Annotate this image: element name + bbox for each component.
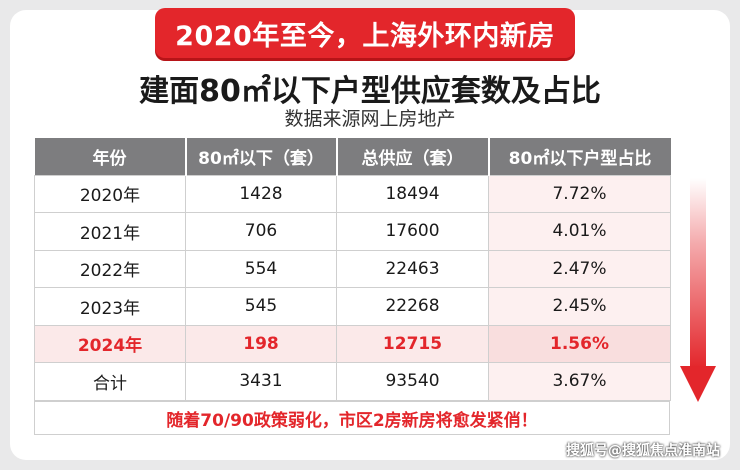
cell-year: 合计 [34,362,186,401]
down-arrow-icon [680,178,716,402]
cell-total-supply: 93540 [336,362,489,401]
table-row: 合计 3431 93540 3.67% [34,362,671,401]
cell-share: 3.67% [488,362,671,401]
header-total-supply: 总供应（套） [336,138,490,175]
cell-year: 2023年 [34,287,186,326]
cell-total-supply: 17600 [336,212,489,251]
cell-small-units: 545 [185,287,337,326]
cell-small-units: 706 [185,212,337,251]
page-subtitle: 数据来源网上房地产 [284,108,456,130]
cell-year: 2020年 [34,174,186,213]
cell-small-units: 1428 [185,174,337,213]
header-share: 80㎡以下户型占比 [488,138,671,175]
cell-small-units: 3431 [185,362,337,401]
supply-table: 年份 80㎡以下（套） 总供应（套） 80㎡以下户型占比 2020年 1428 18… [34,138,671,401]
watermark: 搜狐号@搜狐焦点淮南站 [566,443,720,459]
footnote: 随着70/90政策弱化，市区2房新房将愈发紧俏！ [34,401,670,435]
cell-year: 2024年 [34,324,186,363]
cell-small-units: 198 [185,324,337,363]
header-small-units: 80㎡以下（套） [185,138,338,175]
table-row: 2023年 545 22268 2.45% [34,287,671,326]
cell-total-supply: 18494 [336,174,489,213]
cell-total-supply: 12715 [336,324,489,363]
cell-share: 2.47% [488,249,671,288]
cell-share: 1.56% [488,324,671,363]
page-title: 建面80㎡以下户型供应套数及占比 [139,74,601,109]
table-row: 2020年 1428 18494 7.72% [34,174,671,213]
cell-year: 2021年 [34,212,186,251]
table-row: 2021年 706 17600 4.01% [34,212,671,251]
header-year: 年份 [34,138,187,175]
cell-total-supply: 22268 [336,287,489,326]
table-row: 2024年 198 12715 1.56% [34,324,671,363]
table-header-row: 年份 80㎡以下（套） 总供应（套） 80㎡以下户型占比 [34,138,671,175]
cell-small-units: 554 [185,249,337,288]
cell-total-supply: 22463 [336,249,489,288]
table-row: 2022年 554 22463 2.47% [34,249,671,288]
cell-share: 7.72% [488,174,671,213]
cell-share: 4.01% [488,212,671,251]
cell-share: 2.45% [488,287,671,326]
banner: 2020年至今，上海外环内新房 [155,8,575,58]
cell-year: 2022年 [34,249,186,288]
